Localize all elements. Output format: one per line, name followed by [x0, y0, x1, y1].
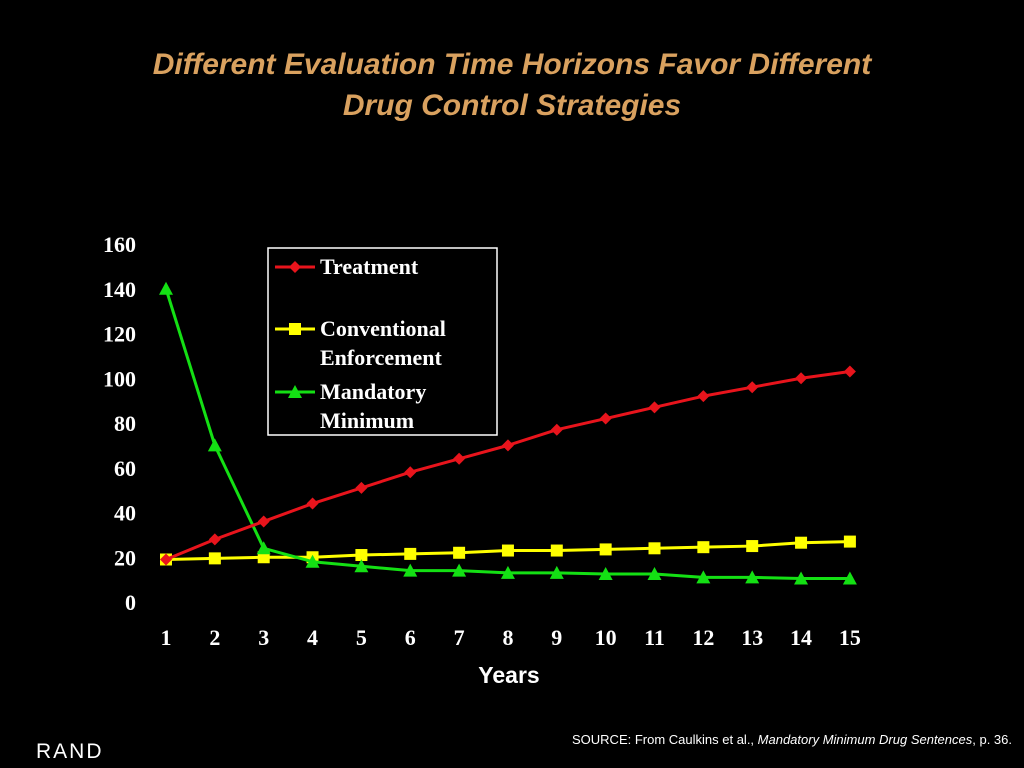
data-point-mandatory-minimum: [500, 565, 515, 579]
data-point-conventional-enforcement: [550, 544, 563, 557]
data-point-treatment: [550, 423, 563, 436]
x-tick-label: 6: [405, 625, 416, 650]
y-tick-label: 100: [103, 366, 136, 391]
source-prefix: SOURCE: From Caulkins et al.,: [572, 732, 758, 747]
source-title: Mandatory Minimum Drug Sentences: [757, 732, 973, 747]
x-axis-ticks: 1 2 3 4 5 6 7 8 9 10 11 12 13 14 15: [161, 625, 861, 650]
x-tick-label: 1: [161, 625, 172, 650]
data-point-mandatory-minimum: [696, 570, 711, 584]
x-tick-label: 4: [307, 625, 318, 650]
chart-title: Different Evaluation Time Horizons Favor…: [0, 44, 1024, 126]
x-tick-label: 9: [551, 625, 562, 650]
x-tick-label: 8: [502, 625, 513, 650]
y-tick-label: 80: [114, 411, 136, 436]
data-point-treatment: [746, 381, 759, 394]
source-suffix: , p. 36.: [972, 732, 1012, 747]
data-point-treatment: [208, 533, 221, 546]
x-tick-label: 11: [644, 625, 665, 650]
y-tick-label: 20: [114, 545, 136, 570]
y-tick-label: 40: [114, 501, 136, 526]
legend-label: Enforcement: [320, 345, 442, 370]
source-note: SOURCE: From Caulkins et al., Mandatory …: [572, 732, 1012, 747]
data-point-treatment: [404, 466, 417, 479]
data-point-conventional-enforcement: [599, 543, 612, 556]
data-point-treatment: [160, 553, 172, 566]
data-point-mandatory-minimum: [598, 567, 613, 581]
data-point-mandatory-minimum: [452, 563, 467, 577]
x-tick-label: 15: [839, 625, 861, 650]
data-point-treatment: [697, 390, 710, 403]
title-line-1: Different Evaluation Time Horizons Favor…: [152, 48, 872, 81]
y-axis-ticks: 0 20 40 60 80 100 120 140 160: [103, 232, 136, 615]
data-point-mandatory-minimum: [207, 438, 222, 452]
data-point-mandatory-minimum: [403, 563, 418, 577]
data-point-mandatory-minimum: [354, 559, 369, 573]
data-point-treatment: [599, 412, 612, 425]
series-layer: [159, 281, 857, 585]
y-tick-label: 120: [103, 322, 136, 347]
data-point-mandatory-minimum: [745, 570, 760, 584]
data-point-mandatory-minimum: [794, 571, 809, 585]
x-tick-label: 2: [209, 625, 220, 650]
x-tick-label: 14: [790, 625, 812, 650]
series-treatment: [160, 365, 856, 566]
legend-label: Mandatory: [320, 379, 426, 404]
legend-item-conventional-enforcement: Conventional Enforcement: [275, 316, 446, 370]
data-point-mandatory-minimum: [256, 541, 271, 555]
y-tick-label: 160: [103, 232, 136, 257]
data-point-mandatory-minimum: [549, 565, 564, 579]
series-mandatory-minimum: [159, 281, 857, 585]
legend-label: Treatment: [320, 254, 419, 279]
legend-swatch-marker: [289, 261, 301, 273]
data-point-treatment: [795, 372, 808, 385]
legend-swatch-marker: [288, 385, 302, 398]
legend-label: Conventional: [320, 316, 446, 341]
x-tick-label: 5: [356, 625, 367, 650]
title-line-2: Drug Control Strategies: [342, 89, 682, 122]
data-point-treatment: [306, 497, 319, 510]
data-point-conventional-enforcement: [795, 536, 808, 549]
data-point-conventional-enforcement: [697, 541, 710, 554]
data-point-conventional-enforcement: [746, 540, 759, 553]
x-tick-label: 7: [454, 625, 465, 650]
data-point-mandatory-minimum: [647, 567, 662, 581]
legend: Treatment Conventional Enforcement Mandator…: [267, 247, 498, 436]
legend-item-treatment: Treatment: [275, 254, 419, 279]
legend-swatch-marker: [289, 323, 301, 335]
data-point-treatment: [648, 401, 661, 414]
data-point-conventional-enforcement: [404, 547, 417, 560]
data-point-conventional-enforcement: [843, 535, 856, 548]
data-point-mandatory-minimum: [305, 554, 320, 568]
y-tick-label: 0: [125, 590, 136, 615]
y-tick-label: 140: [103, 277, 136, 302]
legend-label: Minimum: [320, 408, 414, 433]
data-point-conventional-enforcement: [453, 546, 466, 559]
x-tick-label: 3: [258, 625, 269, 650]
x-tick-label: 12: [692, 625, 714, 650]
x-tick-label: 13: [741, 625, 763, 650]
data-point-treatment: [843, 365, 856, 378]
data-point-treatment: [501, 439, 514, 452]
data-point-treatment: [257, 515, 270, 528]
data-point-conventional-enforcement: [208, 552, 221, 565]
x-tick-label: 10: [595, 625, 617, 650]
data-point-treatment: [355, 481, 368, 494]
legend-box: [267, 247, 498, 436]
data-point-mandatory-minimum: [842, 571, 857, 585]
y-tick-label: 60: [114, 456, 136, 481]
x-axis-label: Years: [478, 662, 539, 688]
data-point-treatment: [453, 452, 466, 465]
data-point-conventional-enforcement: [648, 542, 661, 555]
data-point-conventional-enforcement: [501, 544, 514, 557]
legend-item-mandatory-minimum: Mandatory Minimum: [275, 379, 426, 433]
data-point-conventional-enforcement: [355, 549, 368, 562]
rand-logo: RAND: [36, 740, 104, 763]
data-point-mandatory-minimum: [159, 281, 173, 295]
